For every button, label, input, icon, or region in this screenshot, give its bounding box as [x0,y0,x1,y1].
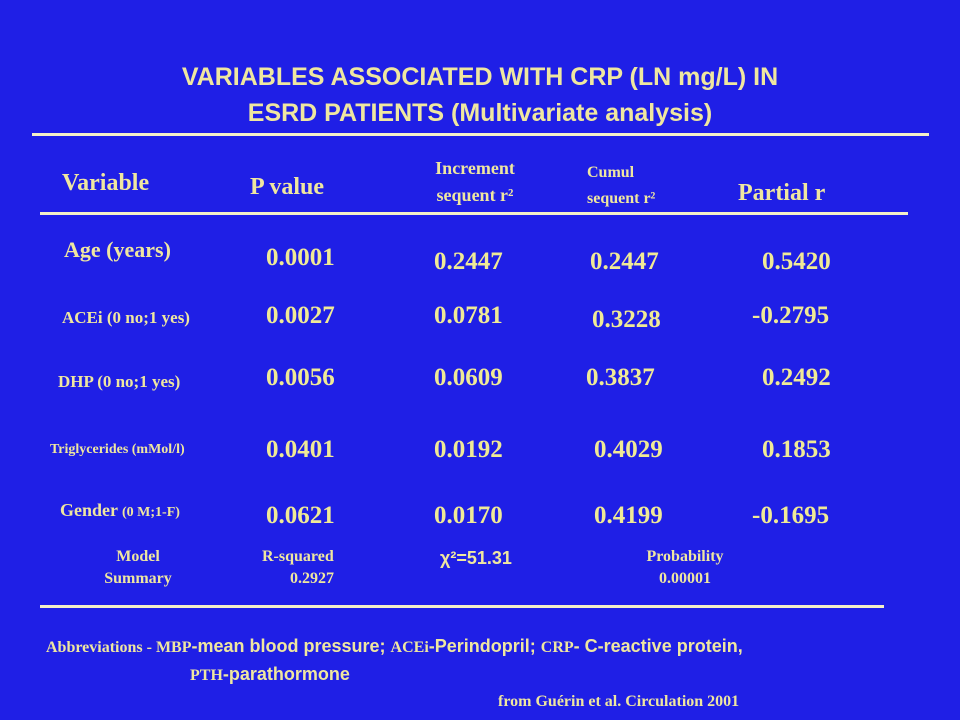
r-squared-value: 0.2927 [290,570,334,587]
row-label-gender-sub: (0 M;1-F) [122,505,180,520]
row-acei-p-value: 0.0027 [266,302,335,329]
row-dhp-cumul: 0.3837 [586,364,655,391]
row-label-dhp: DHP (0 no;1 yes) [58,372,181,391]
header-variable: Variable [62,170,150,196]
probability-value: 0.00001 [659,570,711,587]
row-age-partial-r: 0.5420 [762,248,831,275]
abbr-pth: PTH [190,667,223,684]
header-cumul-line-2: sequent r² [587,190,656,207]
source-citation: from Guérin et al. Circulation 2001 [498,693,740,710]
abbreviations-line-1: Abbreviations - MBP-mean blood pressure;… [46,636,743,657]
probability-label: Probability [646,548,724,565]
row-label-gender-main: Gender [60,500,118,520]
probability-block: Probability 0.00001 [625,546,745,590]
row-dhp-partial-r: 0.2492 [762,364,831,391]
row-age-increment: 0.2447 [434,248,503,275]
r-squared-block: R-squared 0.2927 [262,546,372,590]
row-gender-p-value: 0.0621 [266,502,335,529]
model-summary-label: Model Summary [88,546,188,590]
slide-title-line-2: ESRD PATIENTS (Multivariate analysis) [247,99,713,127]
r-squared-label: R-squared [262,548,334,565]
header-increment-line-1: Increment [435,158,515,178]
abbr-crp-text: - C-reactive protein, [573,636,743,656]
row-triglycerides-cumul: 0.4029 [594,436,663,463]
header-cumul-line-1: Cumul [587,164,635,181]
header-increment: Increment sequent r² [416,155,534,209]
abbr-pth-text: -parathormone [222,664,350,684]
row-age-p-value: 0.0001 [266,244,335,271]
slide-title-line-1: VARIABLES ASSOCIATED WITH CRP (LN mg/L) … [181,63,779,91]
abbr-acei: ACEi [390,639,429,656]
chi-square-value: χ²=51.31 [440,548,512,568]
row-dhp-increment: 0.0609 [434,364,503,391]
row-dhp-p-value: 0.0056 [266,364,335,391]
row-label-triglycerides: Triglycerides (mMol/l) [50,442,185,457]
abbr-acei-text: -Perindopril; [428,636,541,656]
row-triglycerides-partial-r: 0.1853 [762,436,831,463]
header-partial-r: Partial r [738,180,826,206]
row-label-gender: Gender (0 M;1-F) [60,500,180,521]
summary-divider [40,605,884,608]
row-age-cumul: 0.2447 [590,248,659,275]
row-triglycerides-increment: 0.0192 [434,436,503,463]
header-cumul: Cumul sequent r² [587,160,655,212]
abbr-mbp: MBP [155,639,192,656]
model-summary-line-2: Summary [104,570,172,587]
row-acei-cumul: 0.3228 [592,306,661,333]
header-increment-line-2: sequent r² [436,185,514,205]
row-gender-partial-r: -0.1695 [752,502,830,529]
abbreviations-lead: Abbreviations - [46,639,156,656]
header-divider [40,212,908,215]
row-acei-partial-r: -0.2795 [752,302,830,329]
row-label-age: Age (years) [64,237,171,262]
row-label-acei: ACEi (0 no;1 yes) [62,308,190,327]
abbreviations-line-2: PTH-parathormone [190,664,350,685]
row-acei-increment: 0.0781 [434,302,503,329]
model-summary-line-1: Model [116,548,160,565]
row-gender-cumul: 0.4199 [594,502,663,529]
abbr-crp: CRP [540,639,574,656]
title-divider [32,133,929,136]
row-gender-increment: 0.0170 [434,502,503,529]
abbr-mbp-text: -mean blood pressure; [191,636,391,656]
row-triglycerides-p-value: 0.0401 [266,436,335,463]
header-p-value: P value [250,174,325,200]
